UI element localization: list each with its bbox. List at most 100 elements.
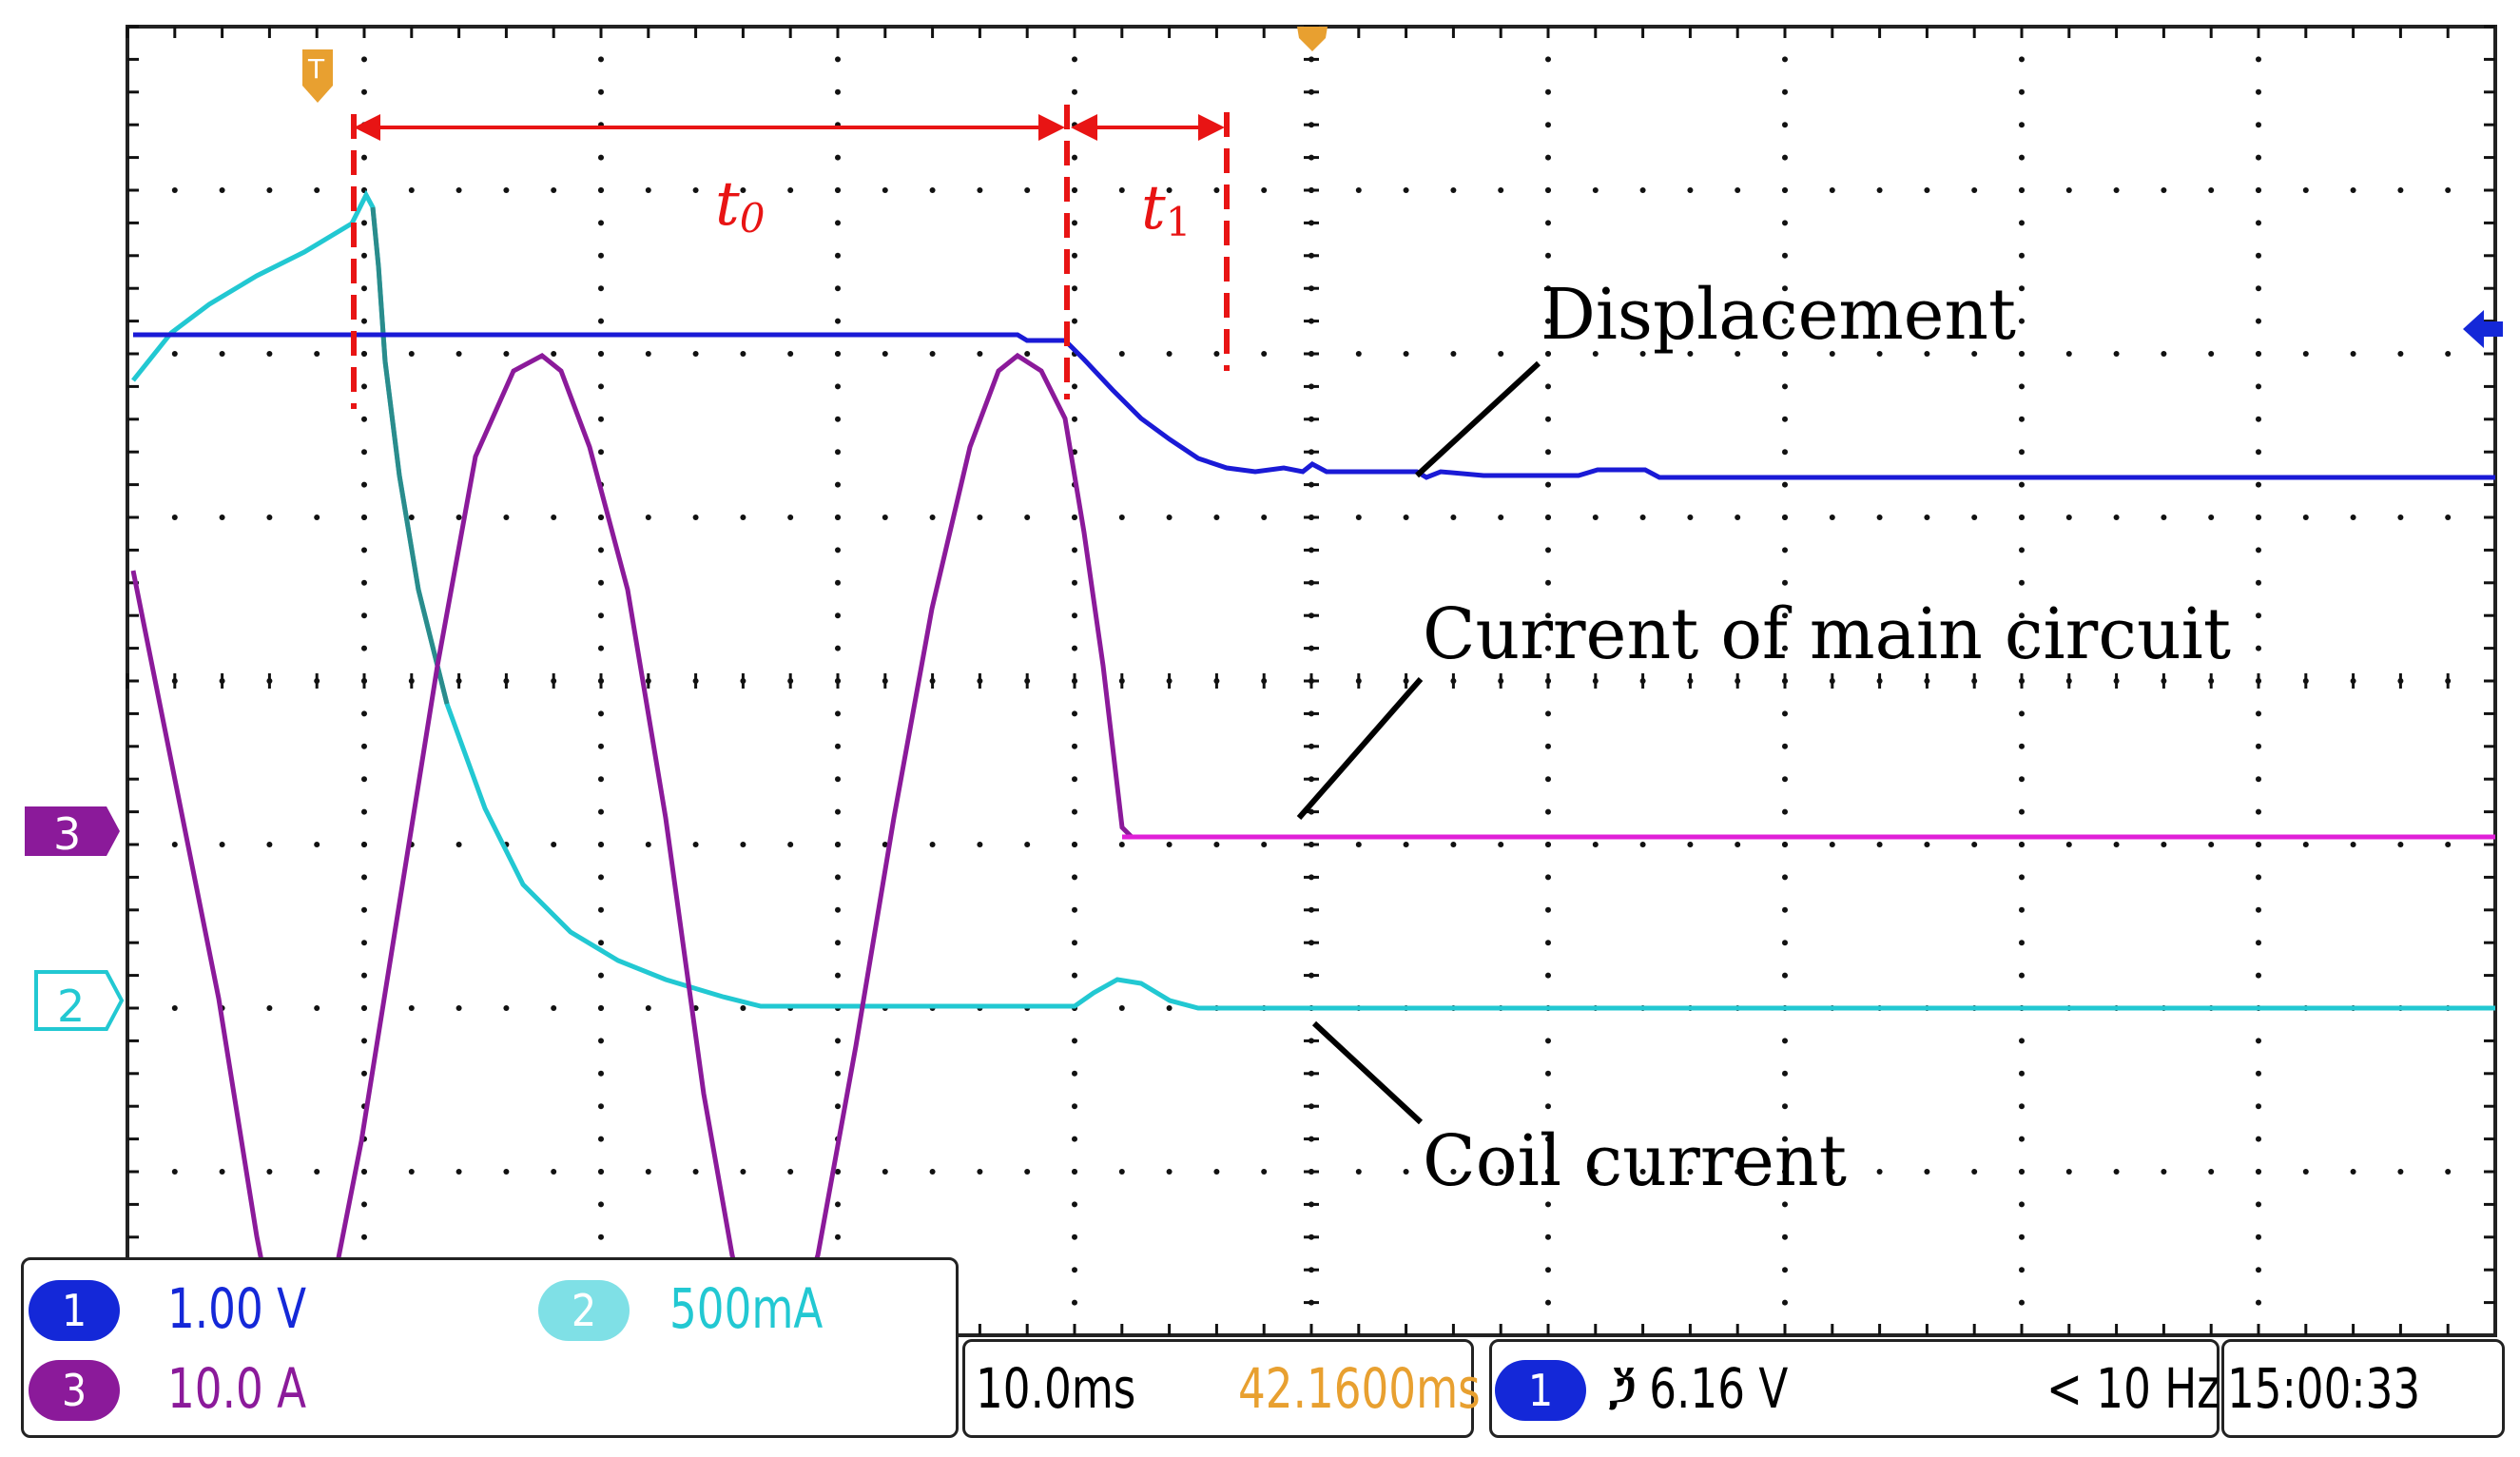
graticule-dot xyxy=(598,383,604,390)
graticule-dot xyxy=(1924,1169,1930,1175)
graticule-dot xyxy=(361,351,367,357)
trigger-position-marker-icon[interactable] xyxy=(1297,27,1328,51)
graticule-dot xyxy=(1592,1169,1599,1175)
graticule-dot xyxy=(171,187,178,193)
channel-scale-panel[interactable] xyxy=(21,1257,959,1438)
graticule-dot xyxy=(1829,187,1835,193)
graticule-dot xyxy=(2065,187,2072,193)
graticule-dot xyxy=(2256,88,2261,95)
graticule-dot xyxy=(2256,972,2261,979)
trigger-level-arrow-icon[interactable] xyxy=(2463,310,2503,348)
graticule-dot xyxy=(1639,351,1646,357)
coil-current-trace xyxy=(131,189,2495,1011)
graticule-dot xyxy=(1072,252,1077,259)
graticule-dot xyxy=(2256,252,2261,259)
graticule-dot xyxy=(361,220,367,226)
graticule-dot xyxy=(2161,842,2167,847)
graticule-dot xyxy=(835,1103,841,1110)
graticule-dot xyxy=(361,612,367,619)
graticule-dot xyxy=(1782,1103,1788,1110)
ch3-ground-marker[interactable]: 3 xyxy=(25,806,120,860)
graticule-dot xyxy=(835,972,841,979)
graticule-dot xyxy=(2019,416,2025,422)
graticule-dot xyxy=(1072,515,1077,520)
graticule-dot xyxy=(2256,808,2261,815)
graticule-dot xyxy=(1213,842,1220,847)
graticule-dot xyxy=(314,842,320,847)
graticule-dot xyxy=(835,56,841,63)
graticule-dot xyxy=(2208,842,2215,847)
graticule-dot xyxy=(2208,1169,2215,1175)
graticule-dot xyxy=(1498,351,1504,357)
graticule-dot xyxy=(1166,1005,1173,1011)
graticule-dot xyxy=(835,547,841,554)
graticule-dot xyxy=(171,515,178,520)
t1-label: t1 xyxy=(1141,173,1191,245)
graticule-dot xyxy=(2350,351,2356,357)
graticule-dot xyxy=(1735,842,1741,847)
graticule-dot xyxy=(1876,351,1883,357)
graticule-dot xyxy=(1545,1038,1551,1044)
ch1-badge[interactable]: 1 xyxy=(29,1280,120,1341)
graticule-dot xyxy=(2256,645,2261,651)
graticule-dot xyxy=(1355,351,1362,357)
graticule-dot xyxy=(1782,874,1788,881)
graticule-dot xyxy=(1072,383,1077,390)
graticule-dot xyxy=(1545,547,1551,554)
ch3-badge[interactable]: 3 xyxy=(29,1360,120,1421)
graticule-dot xyxy=(835,416,841,422)
graticule-dot xyxy=(2256,154,2261,161)
graticule-dot xyxy=(2019,743,2025,749)
ch2-badge[interactable]: 2 xyxy=(538,1280,630,1341)
graticule-dot xyxy=(1024,187,1031,193)
graticule-dot xyxy=(2256,220,2261,226)
graticule-dot xyxy=(1545,1201,1551,1208)
timebase-panel[interactable] xyxy=(962,1339,1474,1438)
ch2-ground-marker[interactable]: 2 xyxy=(34,970,125,1032)
graticule-dot xyxy=(2350,515,2356,520)
graticule-dot xyxy=(219,351,225,357)
graticule-dot xyxy=(740,842,746,847)
graticule-dot xyxy=(2445,842,2452,847)
trigger-panel[interactable] xyxy=(1489,1339,2220,1438)
graticule-dot xyxy=(1782,776,1788,783)
trigger-source-badge[interactable]: 1 xyxy=(1495,1360,1586,1421)
graticule-dot xyxy=(2256,1201,2261,1208)
graticule-dot xyxy=(2302,842,2309,847)
graticule-dot xyxy=(2256,351,2261,357)
graticule-dot xyxy=(692,1169,699,1175)
graticule-dot xyxy=(361,1070,367,1077)
graticule-dot xyxy=(1687,842,1694,847)
graticule-dot xyxy=(2256,1267,2261,1273)
graticule-dot xyxy=(1072,940,1077,946)
graticule-dot xyxy=(2019,547,2025,554)
graticule-dot xyxy=(2019,906,2025,913)
graticule-dot xyxy=(835,1070,841,1077)
graticule-dot xyxy=(2065,842,2072,847)
main-current-label: Current of main circuit xyxy=(1423,593,2231,675)
graticule-dot xyxy=(1072,1136,1077,1142)
graticule-dot xyxy=(1782,383,1788,390)
graticule-dot xyxy=(835,383,841,390)
graticule-dot xyxy=(2397,515,2404,520)
graticule-dot xyxy=(2019,940,2025,946)
graticule-dot xyxy=(1355,1169,1362,1175)
graticule-dot xyxy=(1782,645,1788,651)
graticule-dot xyxy=(1545,710,1551,717)
graticule-dot xyxy=(361,776,367,783)
graticule-dot xyxy=(361,515,367,520)
coil-current-trace-dark-segment xyxy=(370,206,450,705)
graticule-dot xyxy=(835,743,841,749)
graticule-dot xyxy=(1782,1038,1788,1044)
graticule-dot xyxy=(361,88,367,95)
trigger-t-marker-icon[interactable]: T xyxy=(302,49,333,103)
graticule-dot xyxy=(1876,842,1883,847)
coil-current-label: Coil current xyxy=(1423,1120,1847,1202)
graticule-dot xyxy=(1876,1169,1883,1175)
coil-current-leader-line xyxy=(1311,1020,1424,1125)
graticule-dot xyxy=(1024,515,1031,520)
graticule-dot xyxy=(361,416,367,422)
graticule-dot xyxy=(835,940,841,946)
graticule-dot xyxy=(1545,743,1551,749)
